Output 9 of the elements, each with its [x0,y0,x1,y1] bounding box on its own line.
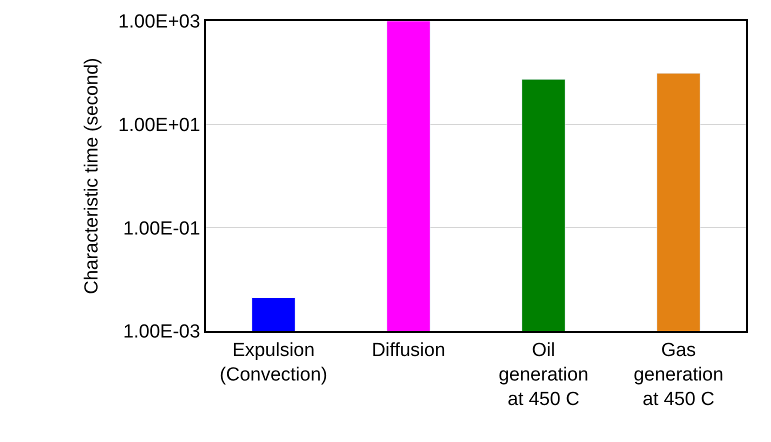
y-axis-title: Characteristic time (second) [82,58,103,294]
x-tick-label: Oil generation at 450 C [498,340,588,410]
y-tick-label: 1.00E-01 [123,218,200,240]
y-tick-label: 1.00E-03 [123,322,200,343]
x-tick-label: Gas generation at 450 C [634,340,724,410]
y-tick-label: 1.00E+01 [118,114,200,136]
y-tick-label: 1.00E+03 [118,12,200,33]
x-tick-label: Expulsion (Convection) [220,340,328,386]
x-tick-label: Diffusion [372,340,446,361]
